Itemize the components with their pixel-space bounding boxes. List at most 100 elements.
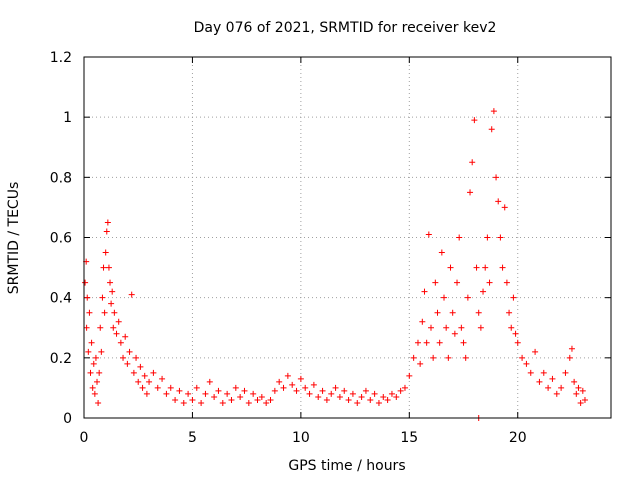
x-tick-label: 0 — [80, 430, 89, 446]
data-point — [341, 387, 348, 394]
data-point — [150, 369, 157, 376]
data-point — [367, 396, 374, 403]
data-point — [163, 390, 170, 397]
data-point — [117, 339, 124, 346]
data-point — [88, 339, 95, 346]
data-point — [85, 348, 92, 355]
data-point — [90, 360, 97, 367]
data-point — [202, 390, 209, 397]
plot-frame — [83, 56, 612, 419]
data-point — [510, 294, 517, 301]
data-point — [436, 339, 443, 346]
data-point — [371, 390, 378, 397]
data-point — [86, 309, 93, 316]
data-point — [527, 369, 534, 376]
data-point — [135, 378, 142, 385]
data-point — [471, 117, 478, 124]
data-point — [477, 324, 484, 331]
data-points — [82, 108, 588, 421]
data-point — [493, 174, 500, 181]
data-point — [258, 393, 265, 400]
data-point — [419, 318, 426, 325]
data-point — [310, 381, 317, 388]
data-point — [460, 339, 467, 346]
data-point — [126, 348, 133, 355]
data-point — [219, 399, 226, 406]
data-point — [101, 309, 108, 316]
data-point — [519, 354, 526, 361]
data-point — [82, 279, 89, 286]
chart-title: Day 076 of 2021, SRMTID for receiver kev… — [194, 20, 497, 36]
data-point — [109, 288, 116, 295]
data-point — [130, 369, 137, 376]
data-point — [488, 126, 495, 133]
data-point — [406, 372, 413, 379]
data-point — [263, 399, 270, 406]
data-point — [84, 294, 91, 301]
data-point — [237, 393, 244, 400]
data-point — [575, 384, 582, 391]
data-point — [89, 384, 96, 391]
data-point — [454, 279, 461, 286]
data-point — [133, 354, 140, 361]
data-point — [180, 399, 187, 406]
data-point — [410, 354, 417, 361]
y-axis-label: SRMTID / TECUs — [6, 182, 22, 295]
y-tick-label: 0.4 — [50, 291, 72, 307]
data-point — [449, 309, 456, 316]
data-point — [113, 330, 120, 337]
data-point — [137, 363, 144, 370]
data-point — [577, 399, 584, 406]
data-point — [499, 264, 506, 271]
data-point — [484, 234, 491, 241]
data-point — [103, 228, 110, 235]
data-point — [441, 294, 448, 301]
data-point — [558, 384, 565, 391]
x-tick-label: 15 — [400, 430, 418, 446]
data-point — [315, 393, 322, 400]
data-point — [414, 339, 421, 346]
data-point — [111, 309, 118, 316]
data-point — [581, 396, 588, 403]
data-point — [96, 369, 103, 376]
data-point — [480, 288, 487, 295]
x-tick-labels: 0 5 10 15 20 — [80, 430, 527, 446]
data-point — [319, 387, 326, 394]
data-point — [332, 384, 339, 391]
data-point — [284, 372, 291, 379]
grid-lines — [84, 57, 611, 418]
data-point — [536, 378, 543, 385]
data-point — [540, 369, 547, 376]
x-axis-label: GPS time / hours — [288, 458, 405, 474]
data-point — [122, 333, 129, 340]
data-point — [241, 387, 248, 394]
data-point — [566, 354, 573, 361]
data-point — [102, 249, 109, 256]
data-point — [475, 309, 482, 316]
data-point — [447, 264, 454, 271]
y-tick-label: 0.2 — [50, 351, 72, 367]
data-point — [508, 324, 515, 331]
data-point — [443, 324, 450, 331]
data-point — [464, 294, 471, 301]
data-point — [553, 390, 560, 397]
data-point — [362, 387, 369, 394]
data-point — [104, 219, 111, 226]
data-point — [276, 378, 283, 385]
data-point — [467, 189, 474, 196]
y-tick-label: 0.8 — [50, 170, 72, 186]
data-point — [506, 309, 513, 316]
data-point — [198, 399, 205, 406]
data-point — [108, 300, 115, 307]
data-point — [427, 324, 434, 331]
data-point — [358, 393, 365, 400]
data-point — [354, 399, 361, 406]
data-point — [497, 234, 504, 241]
data-point — [425, 231, 432, 238]
x-tick-label: 10 — [292, 430, 310, 446]
data-point — [92, 354, 99, 361]
data-point — [495, 198, 502, 205]
data-point — [549, 375, 556, 382]
data-point — [254, 396, 261, 403]
